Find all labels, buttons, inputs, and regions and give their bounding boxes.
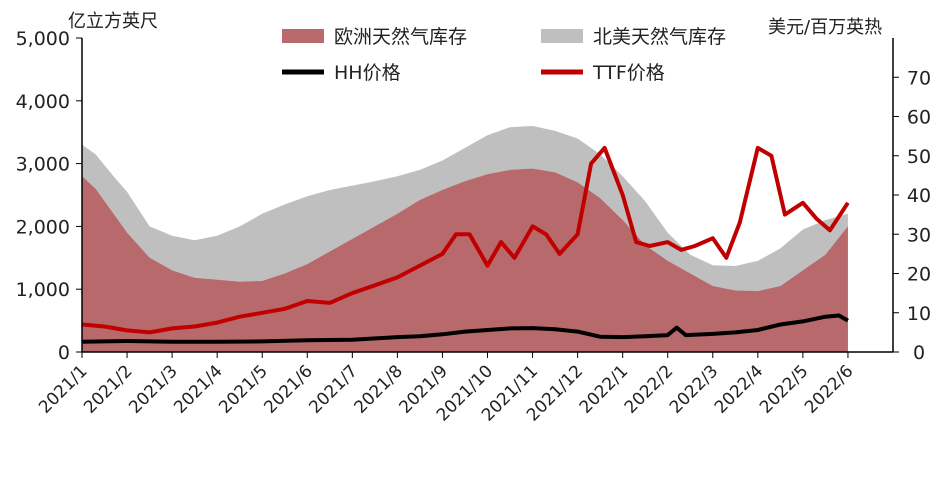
- left-axis-unit-label: 亿立方英尺: [68, 11, 158, 32]
- plot-area: [81, 125, 850, 353]
- x-tick-label: 2021/3: [125, 361, 181, 417]
- x-tick-label: 2022/6: [801, 361, 857, 417]
- right-tick-label: 60: [907, 107, 931, 129]
- right-tick-label: 40: [907, 185, 931, 207]
- right-axis-unit-label: 美元/百万英热: [768, 17, 882, 38]
- left-tick-label: 3,000: [16, 154, 70, 176]
- x-tick-label: 2022/5: [756, 361, 812, 417]
- left-tick-label: 2,000: [16, 216, 70, 238]
- right-tick-label: 50: [907, 146, 931, 168]
- x-tick-label: 2021/1: [35, 361, 91, 417]
- right-tick-label: 70: [907, 67, 931, 89]
- x-tick-label: 2022/4: [711, 361, 767, 417]
- x-tick-label: 2021/4: [170, 361, 226, 417]
- right-tick-label: 10: [907, 303, 931, 325]
- series-area-0: [82, 168, 848, 352]
- x-tick-label: 2022/3: [666, 361, 722, 417]
- x-tick-label: 2022/1: [576, 361, 632, 417]
- series-line-3: [81, 145, 850, 335]
- right-tick-label: 0: [913, 342, 925, 364]
- x-tick-label: 2021/5: [215, 361, 271, 417]
- right-tick-label: 30: [907, 224, 931, 246]
- legend-label: 欧洲天然气库存: [334, 26, 467, 48]
- legend-label: 北美天然气库存: [593, 26, 726, 48]
- series-line-2: [81, 313, 849, 344]
- x-tick-label: 2021/7: [305, 361, 361, 417]
- legend-swatch: [541, 29, 583, 43]
- legend-label: TTF价格: [592, 62, 665, 84]
- legend-swatch: [282, 29, 324, 43]
- x-tick-label: 2021/2: [80, 361, 136, 417]
- left-tick-label: 0: [58, 342, 70, 364]
- legend-label: HH价格: [334, 62, 401, 84]
- legend: 欧洲天然气库存 北美天然气库存 HH价格 TTF价格: [282, 26, 726, 84]
- right-tick-label: 20: [907, 264, 931, 286]
- left-tick-label: 5,000: [16, 28, 70, 50]
- x-tick-label: 2022/2: [621, 361, 677, 417]
- left-tick-label: 4,000: [16, 91, 70, 113]
- x-tick-label: 2021/8: [350, 361, 406, 417]
- x-tick-label: 2021/6: [260, 361, 316, 417]
- left-tick-label: 1,000: [16, 279, 70, 301]
